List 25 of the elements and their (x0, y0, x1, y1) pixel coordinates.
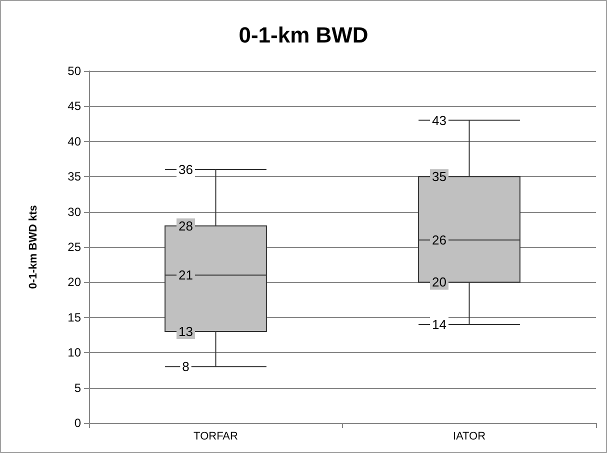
x-tick-label: TORFAR (194, 430, 238, 442)
annotation: 21 (178, 268, 193, 283)
y-tick-label: 0 (74, 416, 82, 430)
chart-title: 0-1-km BWD (238, 22, 368, 48)
y-tick-label: 45 (68, 99, 82, 114)
x-tick-label: IATOR (452, 430, 486, 442)
annotation: 14 (432, 316, 446, 332)
annotation: 26 (432, 232, 446, 248)
annotation: 8 (182, 359, 190, 374)
y-tick-label: 10 (68, 346, 82, 360)
y-tick-label: 15 (68, 310, 82, 324)
annotation: 28 (178, 218, 193, 234)
annotation: 20 (432, 274, 446, 290)
annotation: 36 (178, 162, 193, 178)
y-tick-label: 20 (68, 275, 82, 290)
annotation: 35 (432, 169, 446, 184)
y-tick-label: 40 (68, 134, 82, 148)
y-tick-label: 50 (68, 64, 82, 78)
y-tick-label: 30 (68, 204, 82, 219)
y-axis-title: 0-1-km BWD kts (28, 205, 40, 289)
y-tick-label: 5 (74, 380, 82, 395)
y-tick-label: 35 (68, 170, 82, 184)
annotation: 13 (178, 324, 193, 339)
annotation: 43 (432, 112, 446, 128)
y-tick-label: 25 (68, 240, 82, 254)
